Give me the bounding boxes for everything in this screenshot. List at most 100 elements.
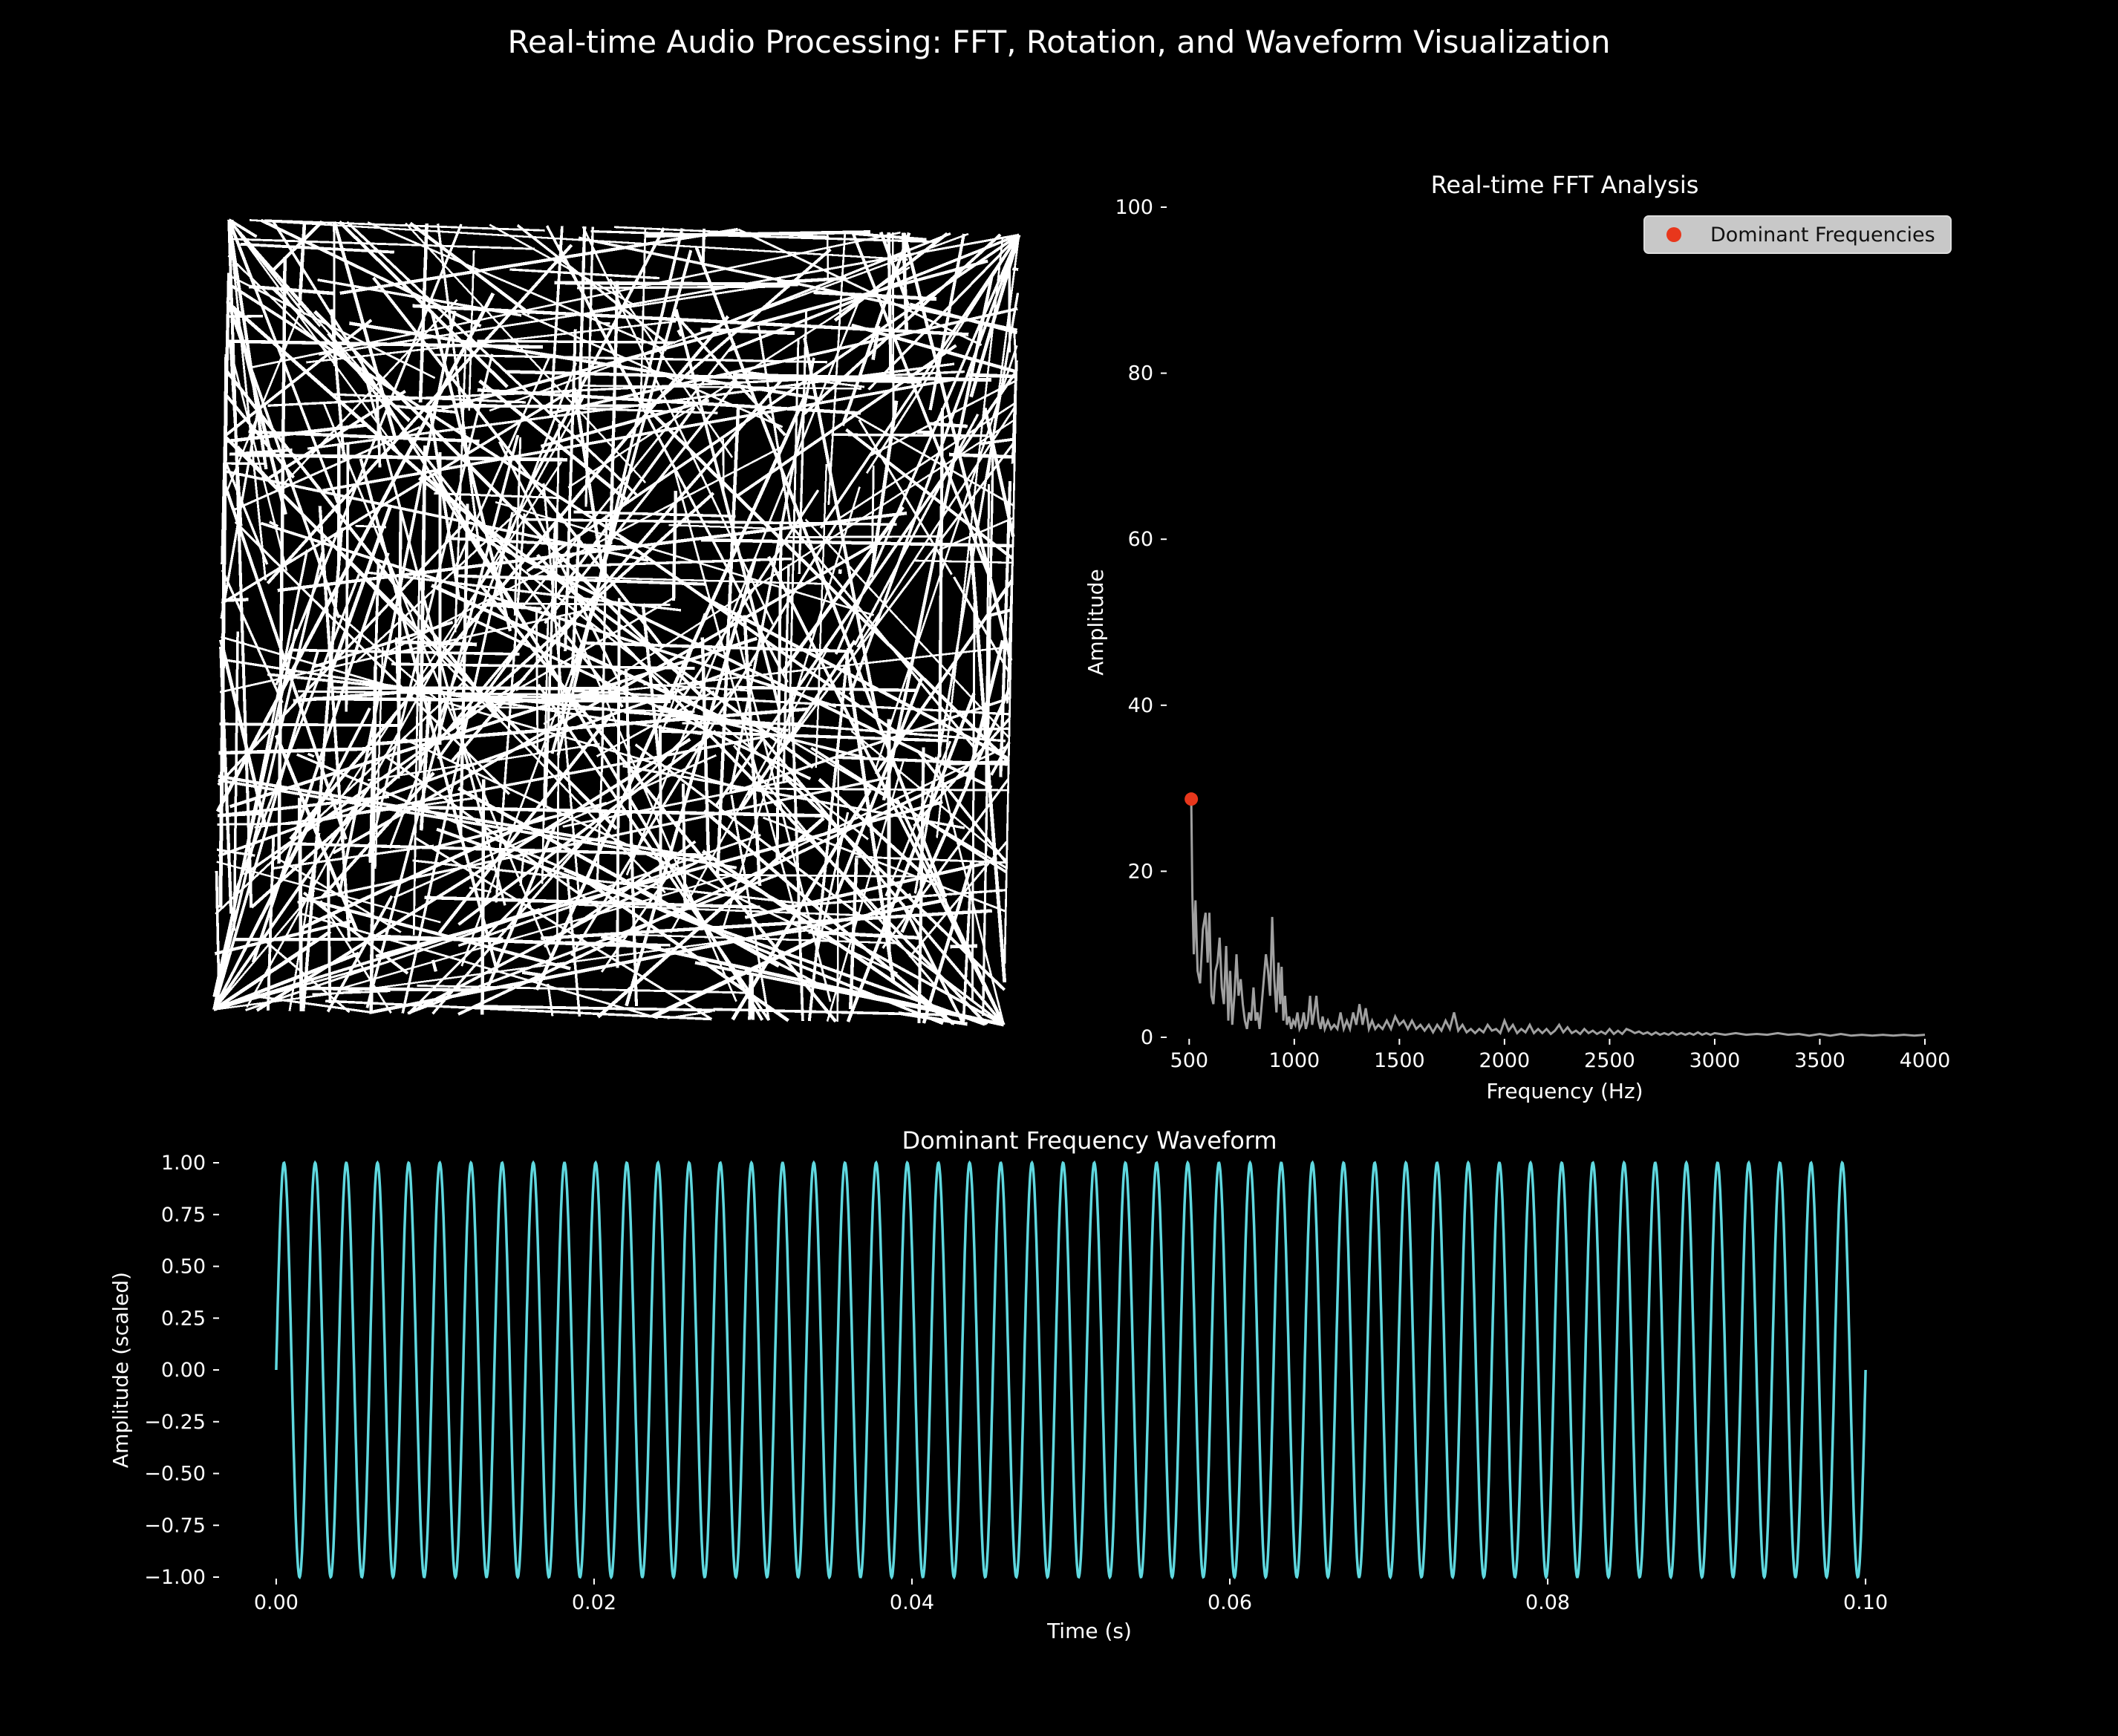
- image-line-segment: [521, 970, 546, 978]
- image-line-segment: [228, 219, 405, 460]
- fft-x-axis-label: Frequency (Hz): [1486, 1079, 1643, 1103]
- waveform-x-tick-label: 0.00: [254, 1591, 299, 1614]
- image-line-segment: [581, 226, 775, 625]
- image-line-segment: [700, 327, 795, 336]
- fft-x-tick-label: 3500: [1794, 1049, 1845, 1072]
- image-line-segment: [535, 611, 539, 754]
- image-line-segment: [509, 268, 659, 280]
- image-line-segment: [273, 844, 434, 869]
- image-line-segment: [417, 984, 753, 994]
- image-line-segment: [212, 707, 371, 1011]
- image-line-segment: [813, 290, 937, 301]
- image-line-segment: [717, 873, 935, 878]
- waveform-y-ticks: −1.00 −0.75 −0.50 −0.25 0.00 0.25 0.50 0.75 1.00: [144, 1152, 219, 1589]
- image-line-segment: [312, 990, 391, 996]
- image-line-segment: [835, 234, 1020, 655]
- image-line-segment: [562, 778, 795, 828]
- image-line-segment: [990, 608, 1012, 617]
- image-line-segment: [433, 801, 607, 849]
- image-line-segment: [418, 223, 429, 403]
- image-line-segment: [249, 219, 908, 261]
- waveform-line: [275, 1160, 1867, 1580]
- image-line-segment: [457, 863, 693, 947]
- image-line-segment: [419, 697, 431, 831]
- fft-x-tick-label: 4000: [1900, 1049, 1951, 1072]
- image-line-segment: [534, 557, 792, 569]
- image-line-segment: [345, 443, 350, 712]
- image-line-segment: [228, 218, 307, 316]
- image-line-segment: [895, 727, 1010, 733]
- image-line-segment: [397, 511, 403, 779]
- waveform-y-tick-label: −0.25: [144, 1411, 206, 1434]
- image-line-segment: [846, 693, 976, 1022]
- waveform-y-tick-label: −0.50: [144, 1463, 206, 1486]
- image-line-segment: [437, 223, 482, 555]
- fft-x-ticks: 500 1000 1500 2000 2500 3000 3500 4000: [1170, 1039, 1951, 1072]
- image-line-segment: [409, 221, 531, 316]
- image-line-segment: [213, 962, 385, 1011]
- waveform-panel: Dominant Frequency Waveform −1.00 −0.75 −0…: [108, 1126, 1888, 1643]
- image-line-segment: [237, 446, 666, 894]
- image-line-segment: [288, 842, 700, 857]
- image-line-segment: [297, 776, 890, 904]
- image-line-segment: [848, 858, 858, 1009]
- image-line-segment: [332, 393, 526, 404]
- image-line-segment: [441, 259, 988, 411]
- image-line-segment: [232, 631, 239, 931]
- waveform-x-tick-label: 0.08: [1525, 1591, 1570, 1614]
- image-line-segment: [871, 466, 875, 554]
- image-line-segment: [307, 752, 315, 758]
- image-line-segment: [418, 477, 815, 769]
- image-line-segment: [325, 999, 712, 1021]
- image-line-segment: [677, 329, 684, 337]
- image-line-segment: [567, 266, 910, 489]
- image-line-segment: [838, 569, 842, 575]
- image-line-segment: [987, 235, 1020, 475]
- fft-legend: Dominant Frequencies: [1643, 215, 1952, 254]
- image-line-segment: [582, 641, 854, 653]
- image-line-segment: [227, 219, 253, 908]
- fft-x-tick-label: 1500: [1374, 1049, 1425, 1072]
- image-line-segment: [788, 338, 800, 743]
- image-line-segment: [229, 448, 293, 456]
- waveform-y-tick-label: −1.00: [144, 1566, 206, 1589]
- image-line-segment: [219, 722, 399, 728]
- fft-x-tick-label: 1000: [1268, 1049, 1320, 1072]
- image-line-segment: [979, 437, 1016, 446]
- image-line-segment: [519, 853, 525, 887]
- image-line-segment: [1003, 399, 1017, 965]
- rotation-image-lines: [212, 218, 1021, 1027]
- image-line-segment: [226, 300, 341, 619]
- image-line-segment: [908, 840, 1009, 959]
- image-line-segment: [322, 401, 553, 959]
- image-line-segment: [672, 312, 786, 437]
- image-line-segment: [367, 221, 667, 352]
- image-line-segment: [969, 546, 1007, 983]
- fft-y-ticks: 0 20 40 60 80 100: [1115, 196, 1167, 1049]
- waveform-y-tick-label: 0.00: [161, 1359, 206, 1382]
- image-line-segment: [775, 521, 783, 863]
- image-line-segment: [442, 630, 532, 737]
- image-line-segment: [212, 890, 316, 1011]
- image-line-segment: [682, 783, 687, 908]
- image-line-segment: [212, 781, 374, 1011]
- image-line-segment: [950, 944, 977, 949]
- image-line-segment: [345, 221, 639, 497]
- image-line-segment: [270, 220, 324, 273]
- image-line-segment: [909, 302, 1018, 335]
- image-line-segment: [229, 636, 757, 809]
- image-line-segment: [451, 379, 783, 763]
- image-line-segment: [736, 344, 957, 497]
- image-line-segment: [815, 463, 828, 769]
- image-line-segment: [741, 370, 865, 388]
- image-line-segment: [215, 677, 469, 916]
- image-line-segment: [554, 281, 798, 287]
- fft-x-tick-label: 3000: [1689, 1049, 1741, 1072]
- image-line-segment: [299, 986, 483, 992]
- image-line-segment: [782, 889, 1007, 908]
- image-line-segment: [542, 483, 580, 895]
- image-line-segment: [625, 933, 900, 944]
- image-line-segment: [340, 874, 734, 990]
- image-line-segment: [251, 552, 390, 963]
